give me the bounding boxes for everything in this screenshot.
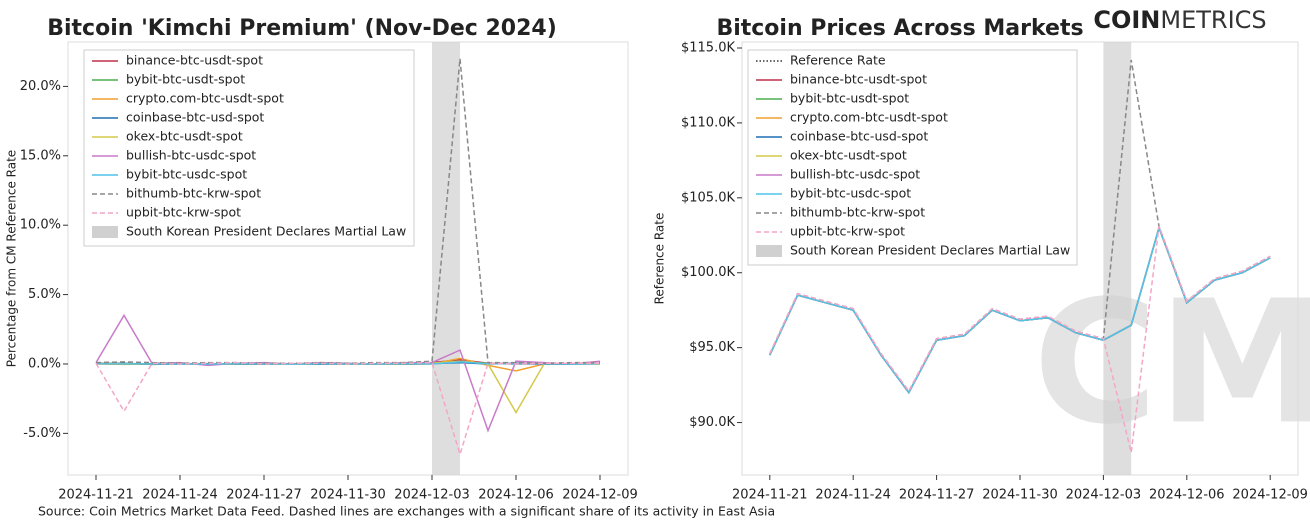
chart-title: Bitcoin 'Kimchi Premium' (Nov-Dec 2024) xyxy=(47,16,557,41)
x-tick-label: 2024-11-21 xyxy=(58,488,134,503)
x-tick-label: 2024-12-06 xyxy=(1149,488,1225,503)
legend-label: crypto.com-btc-usdt-spot xyxy=(790,110,948,125)
y-tick-label: 15.0% xyxy=(20,148,61,163)
x-tick-label: 2024-11-30 xyxy=(310,488,386,503)
logo: COINMETRICS xyxy=(1093,6,1266,34)
logo-light: METRICS xyxy=(1160,6,1266,34)
legend-label: Reference Rate xyxy=(790,53,886,68)
x-tick-label: 2024-11-30 xyxy=(982,488,1058,503)
legend-label: coinbase-btc-usd-spot xyxy=(790,129,928,144)
y-tick-label: 0.0% xyxy=(28,356,61,371)
legend-label: okex-btc-usdt-spot xyxy=(126,129,243,144)
series-line xyxy=(95,361,600,457)
legend-label: bybit-btc-usdt-spot xyxy=(790,91,909,106)
y-tick-label: 20.0% xyxy=(20,79,61,94)
y-axis-label: Reference Rate xyxy=(653,213,667,305)
legend-label: upbit-btc-krw-spot xyxy=(126,205,241,220)
legend-label: upbit-btc-krw-spot xyxy=(790,224,905,239)
x-tick-label: 2024-11-24 xyxy=(815,488,891,503)
y-tick-label: $100.0K xyxy=(681,265,735,280)
series-line xyxy=(769,226,1271,453)
legend-label: South Korean President Declares Martial … xyxy=(126,224,406,239)
legend-label: binance-btc-usdt-spot xyxy=(126,53,263,68)
y-tick-label: $110.0K xyxy=(681,115,735,130)
x-tick-label: 2024-12-06 xyxy=(478,488,554,503)
watermark: CM xyxy=(1033,264,1310,462)
chart-title: Bitcoin Prices Across Markets xyxy=(716,16,1083,41)
span-band xyxy=(1103,42,1132,475)
x-tick-label: 2024-12-09 xyxy=(1232,488,1308,503)
legend-label: bithumb-btc-krw-spot xyxy=(790,205,925,220)
x-tick-label: 2024-12-03 xyxy=(1066,488,1142,503)
legend-label: crypto.com-btc-usdt-spot xyxy=(126,91,284,106)
x-tick-label: 2024-12-03 xyxy=(394,488,470,503)
y-tick-label: $105.0K xyxy=(681,190,735,205)
legend-label: bybit-btc-usdc-spot xyxy=(790,186,911,201)
legend-label: coinbase-btc-usd-spot xyxy=(126,110,264,125)
y-tick-label: $115.0K xyxy=(681,40,735,55)
x-tick-label: 2024-11-27 xyxy=(226,488,302,503)
legend-label: okex-btc-usdt-spot xyxy=(790,148,907,163)
y-tick-label: $95.0K xyxy=(689,340,735,355)
y-tick-label: 5.0% xyxy=(28,287,61,302)
y-tick-label: 10.0% xyxy=(20,218,61,233)
y-tick-label: $90.0K xyxy=(689,415,735,430)
legend-label: bullish-btc-usdc-spot xyxy=(126,148,256,163)
legend-swatch xyxy=(92,226,118,238)
logo-bold: COIN xyxy=(1093,6,1160,34)
legend-label: South Korean President Declares Martial … xyxy=(790,243,1070,258)
series-line xyxy=(769,225,1271,395)
x-tick-label: 2024-11-21 xyxy=(732,488,808,503)
legend-label: bithumb-btc-krw-spot xyxy=(126,186,261,201)
legend-label: bullish-btc-usdc-spot xyxy=(790,167,920,182)
x-tick-label: 2024-11-24 xyxy=(142,488,218,503)
source-note: Source: Coin Metrics Market Data Feed. D… xyxy=(38,504,775,519)
y-tick-label: -5.0% xyxy=(23,426,61,441)
x-tick-label: 2024-11-27 xyxy=(899,488,975,503)
y-axis-label: Percentage from CM Reference Rate xyxy=(5,150,19,367)
legend-swatch xyxy=(756,245,782,257)
legend-label: bybit-btc-usdt-spot xyxy=(126,72,245,87)
series-line xyxy=(95,313,601,433)
legend-box xyxy=(747,49,1078,266)
legend-label: bybit-btc-usdc-spot xyxy=(126,167,247,182)
legend-box xyxy=(83,49,415,247)
x-tick-label: 2024-12-09 xyxy=(562,488,638,503)
legend-label: binance-btc-usdt-spot xyxy=(790,72,927,87)
